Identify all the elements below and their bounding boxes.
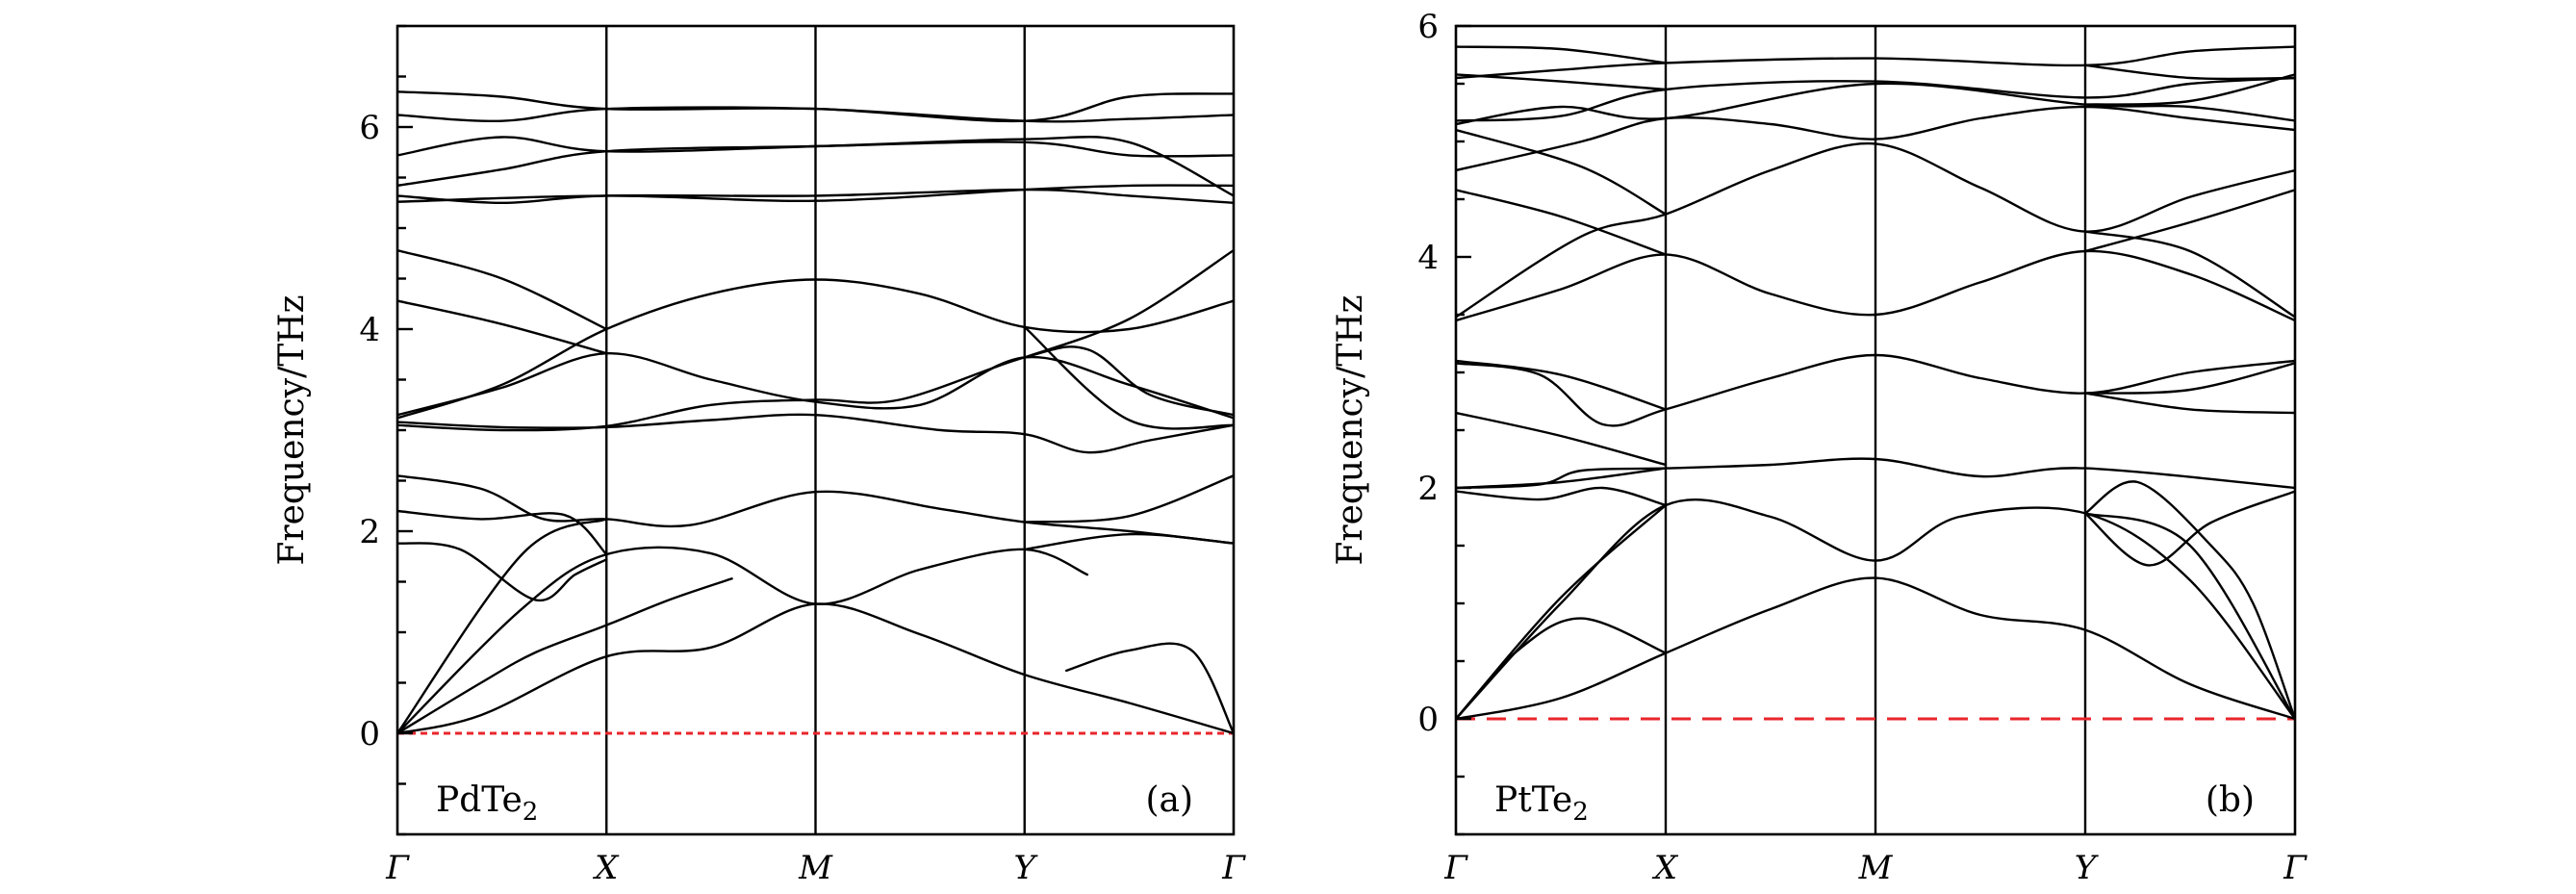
phonon-band	[2083, 392, 2295, 415]
phonon-band	[1456, 486, 1668, 507]
bands-group	[1456, 45, 2295, 721]
y-tick-label: 2	[359, 513, 380, 551]
phonon-band	[1456, 617, 1668, 721]
phonon-band	[1023, 248, 1234, 359]
panel-b-ptte2: 0 2 4 6 Γ X M Y Γ Frequency/THz PtTe2 (b)	[1331, 8, 2308, 887]
y-tick-label: 0	[359, 715, 380, 754]
phonon-band	[397, 188, 1234, 204]
x-tick-label: Γ	[385, 849, 410, 887]
x-tick-label: X	[1651, 849, 1679, 887]
material-label: PtTe2	[1494, 780, 1589, 827]
panel-a-pdte2: 0 2 4 6 Γ X M Y Γ Frequency/THz PdTe2 (a)	[272, 24, 1246, 887]
x-tick-label: Γ	[2283, 849, 2308, 887]
phonon-band	[397, 351, 1234, 420]
phonon-band	[1456, 249, 2295, 322]
phonon-band	[1023, 532, 1234, 551]
y-tick-label: 6	[1417, 8, 1439, 46]
phonon-band	[397, 413, 1234, 454]
phonon-band	[1456, 105, 2295, 172]
y-axis-title: Frequency/THz	[272, 294, 312, 565]
phonon-band	[1456, 353, 2295, 427]
y-tick-label: 4	[1417, 239, 1439, 277]
phonon-band	[2083, 73, 2295, 106]
x-tick-label: M	[1858, 849, 1894, 887]
x-tick-label: X	[592, 849, 620, 887]
x-tick-label: Y	[2075, 849, 2100, 887]
phonon-band	[1456, 359, 1668, 411]
phonon-band	[1456, 189, 1668, 256]
phonon-band	[1456, 76, 2295, 122]
phonon-band	[2083, 362, 2295, 395]
phonon-band	[397, 577, 733, 735]
phonon-band	[1456, 45, 2295, 80]
phonon-band	[2083, 189, 2295, 253]
phonon-band	[397, 299, 608, 355]
y-tick-label: 0	[1417, 701, 1439, 739]
phonon-band	[397, 474, 1234, 545]
phonon-band	[397, 184, 1234, 203]
x-tick-label: Y	[1014, 849, 1039, 887]
phonon-band	[1023, 474, 1234, 524]
phonon-band	[397, 278, 1234, 420]
bands-group	[397, 90, 1234, 735]
phonon-band	[1065, 642, 1234, 735]
phonon-band	[397, 509, 608, 556]
phonon-band	[397, 518, 608, 735]
y-tick-label: 2	[1417, 470, 1439, 508]
phonon-band	[397, 345, 1234, 432]
x-tick-label: Γ	[1443, 849, 1468, 887]
phonon-band	[397, 542, 608, 602]
phonon-band	[1023, 325, 1234, 430]
phonon-band	[1456, 73, 1668, 91]
phonon-band	[1456, 45, 1668, 64]
y-tick-label: 4	[359, 311, 380, 349]
phonon-band	[2083, 490, 2295, 567]
phonon-band	[1456, 498, 2295, 721]
phonon-band	[1456, 467, 1668, 490]
phonon-band	[397, 546, 1089, 735]
x-tick-label: Γ	[1221, 849, 1246, 887]
phonon-band	[397, 136, 1234, 197]
phonon-band	[1456, 82, 2295, 126]
phonon-band	[397, 248, 608, 331]
panel-tag: (b)	[2206, 780, 2255, 820]
material-label: PdTe2	[436, 780, 538, 827]
phonon-band	[1456, 128, 1668, 216]
panel-tag: (a)	[1145, 780, 1193, 820]
phonon-band	[2083, 230, 2295, 319]
y-tick-label: 6	[359, 109, 380, 147]
phonon-band	[2083, 64, 2295, 81]
x-tick-label: M	[798, 849, 833, 887]
phonon-band	[2083, 512, 2295, 721]
phonon-band	[1456, 457, 2295, 490]
phonon-band	[1456, 503, 1668, 721]
phonon-band	[1456, 576, 2295, 721]
phonon-band	[2083, 480, 2295, 721]
y-axis-title: Frequency/THz	[1331, 294, 1370, 565]
phonon-band	[397, 90, 1234, 123]
phonon-band	[1456, 411, 1668, 467]
